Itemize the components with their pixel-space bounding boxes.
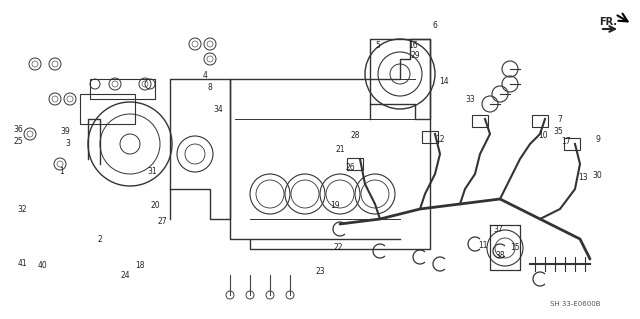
Text: 14: 14 — [439, 78, 449, 86]
Text: 37: 37 — [493, 226, 503, 234]
Bar — [472, 115, 488, 127]
Text: 31: 31 — [147, 167, 157, 176]
Text: 26: 26 — [345, 164, 355, 173]
Text: 7: 7 — [557, 115, 563, 124]
Bar — [564, 138, 580, 150]
Text: 1: 1 — [60, 167, 65, 176]
Text: 2: 2 — [98, 235, 102, 244]
Text: 41: 41 — [17, 258, 27, 268]
Text: 30: 30 — [592, 170, 602, 180]
Text: 29: 29 — [410, 50, 420, 60]
Bar — [90, 79, 155, 99]
Text: 19: 19 — [330, 201, 340, 210]
Text: 38: 38 — [495, 250, 505, 259]
Text: 27: 27 — [157, 218, 167, 226]
Text: 20: 20 — [150, 201, 160, 210]
Text: 10: 10 — [538, 130, 548, 139]
Text: 34: 34 — [213, 106, 223, 115]
Text: FR.: FR. — [599, 17, 617, 27]
Text: 3: 3 — [65, 138, 70, 147]
Bar — [422, 131, 438, 143]
Text: 5: 5 — [376, 41, 380, 50]
Text: 17: 17 — [561, 137, 571, 146]
Text: 33: 33 — [465, 95, 475, 105]
Text: 15: 15 — [510, 243, 520, 253]
Text: 16: 16 — [408, 41, 418, 49]
Text: 35: 35 — [553, 128, 563, 137]
Text: 36: 36 — [13, 125, 23, 135]
Text: 25: 25 — [13, 137, 23, 146]
Text: 6: 6 — [433, 20, 437, 29]
Text: 24: 24 — [120, 271, 130, 279]
Text: 9: 9 — [596, 136, 600, 145]
Text: 32: 32 — [17, 205, 27, 214]
Bar — [80, 94, 135, 124]
Bar — [532, 115, 548, 127]
Bar — [347, 158, 363, 170]
Text: 18: 18 — [135, 261, 145, 270]
Text: 28: 28 — [350, 130, 360, 139]
Text: 21: 21 — [335, 145, 345, 154]
Text: SH 33-E0600B: SH 33-E0600B — [550, 301, 600, 307]
Text: 11: 11 — [478, 241, 488, 249]
Text: 13: 13 — [578, 174, 588, 182]
Text: 8: 8 — [207, 83, 212, 92]
Text: 23: 23 — [315, 268, 325, 277]
Text: 39: 39 — [60, 128, 70, 137]
Text: 4: 4 — [203, 70, 207, 79]
Text: 12: 12 — [435, 136, 445, 145]
FancyArrowPatch shape — [618, 14, 628, 21]
Text: 22: 22 — [333, 243, 343, 253]
Text: 40: 40 — [37, 261, 47, 270]
